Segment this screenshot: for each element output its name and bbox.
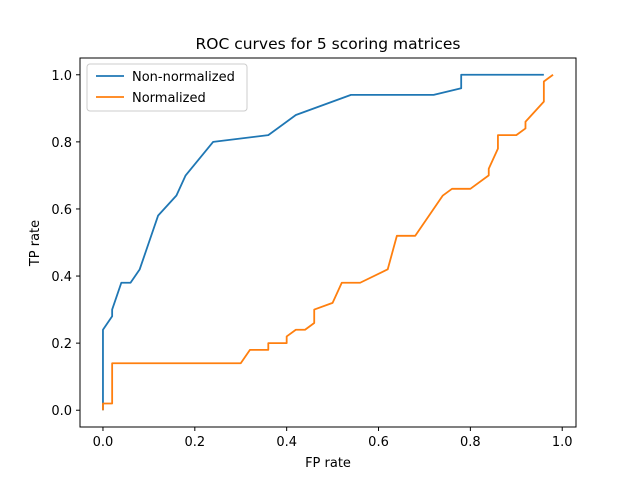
y-tick-label: 0.4 [51, 270, 72, 285]
chart-title: ROC curves for 5 scoring matrices [195, 35, 460, 53]
legend: Non-normalized Normalized [86, 63, 248, 112]
y-tick-label: 1.0 [51, 69, 72, 84]
x-axis-title: FP rate [305, 456, 351, 471]
x-tick-label: 1.0 [552, 435, 573, 450]
x-tick-label: 0.4 [276, 435, 297, 450]
plot-lines [102, 73, 554, 411]
x-tick-label: 0.8 [460, 435, 481, 450]
legend-label-non-normalized: Non-normalized [132, 70, 235, 85]
y-axis-ticks: 0.0 0.2 0.4 0.6 0.8 1.0 [51, 69, 80, 419]
y-tick-label: 0.8 [51, 136, 72, 151]
y-tick-label: 0.0 [51, 404, 72, 419]
x-tick-label: 0.2 [184, 435, 205, 450]
legend-label-normalized: Normalized [132, 91, 206, 106]
x-tick-label: 0.0 [93, 435, 114, 450]
y-tick-label: 0.2 [51, 337, 72, 352]
series-line-non-normalized [102, 73, 544, 411]
y-tick-label: 0.6 [51, 203, 72, 218]
series-line-normalized [102, 74, 554, 411]
legend-box [86, 63, 248, 112]
y-axis-title: TP rate [28, 220, 43, 267]
x-tick-label: 0.6 [368, 435, 389, 450]
x-axis-ticks: 0.0 0.2 0.4 0.6 0.8 1.0 [93, 427, 573, 450]
plot-frame [79, 57, 577, 428]
